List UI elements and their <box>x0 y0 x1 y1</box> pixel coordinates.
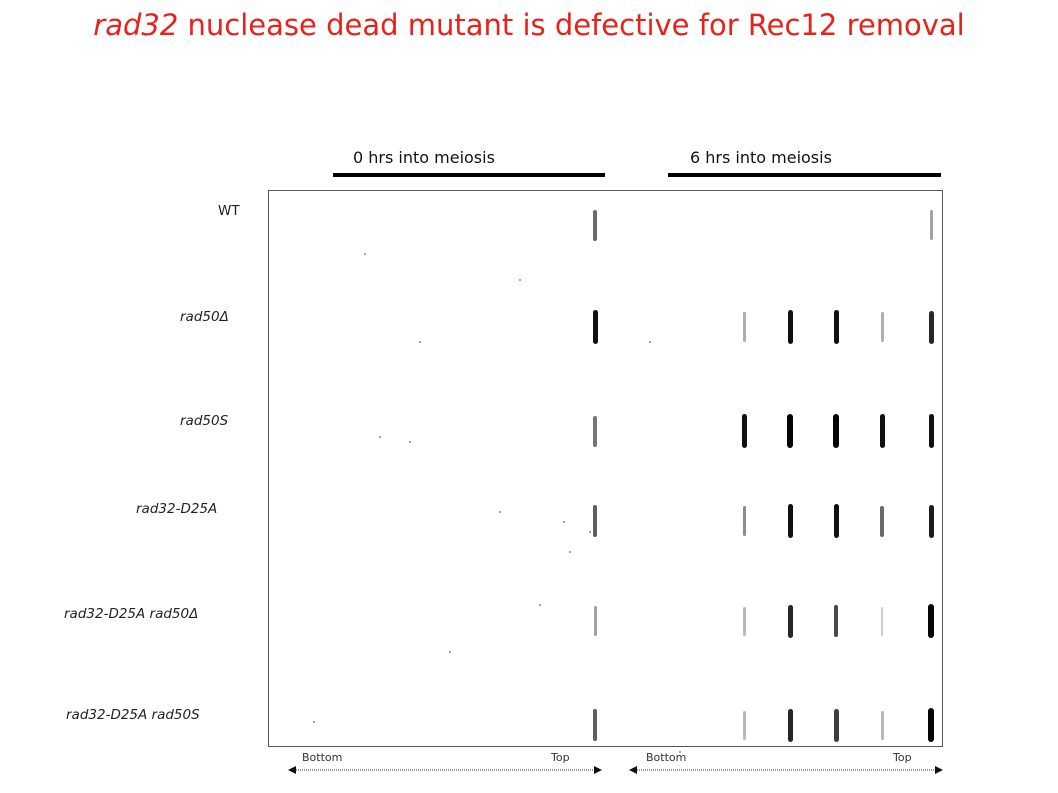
band-lane-6h-4-row-6 <box>880 710 884 740</box>
row-label-rad32-d25a: rad32-D25A <box>136 501 218 517</box>
film-speck <box>409 441 411 443</box>
axis-label-bottom-0h: Bottom <box>302 751 343 764</box>
double-arrow-6h <box>629 766 943 774</box>
band-lane-6h-top-row-3 <box>928 414 934 448</box>
double-arrow-0h <box>288 766 602 774</box>
row-label-rad32-d25a-rad50s: rad32-D25A rad50S <box>66 707 200 723</box>
figure-title: rad32 nuclease dead mutant is defective … <box>0 8 1058 42</box>
axis-label-top-6h: Top <box>893 751 912 764</box>
film-speck <box>419 341 421 343</box>
title-gene: rad32 <box>93 8 179 42</box>
band-lane-0h-top-row-4 <box>593 505 597 537</box>
band-lane-6h-top-row-2 <box>928 310 934 344</box>
axis-label-top-0h: Top <box>551 751 570 764</box>
condition-bar-0h <box>333 173 605 177</box>
band-lane-6h-2-row-2 <box>787 310 793 344</box>
band-lane-6h-1-row-2 <box>742 312 746 342</box>
band-lane-0h-top-row-6 <box>593 709 597 741</box>
band-lane-6h-3-row-4 <box>833 504 839 538</box>
band-lane-6h-top-row-1 <box>929 210 933 240</box>
condition-label-6h: 6 hrs into meiosis <box>690 148 832 167</box>
film-speck <box>364 253 366 255</box>
film-speck <box>539 604 541 606</box>
band-lane-6h-top-row-5 <box>928 604 934 638</box>
band-lane-6h-3-row-3 <box>833 414 839 448</box>
band-lane-6h-1-row-6 <box>742 710 746 740</box>
band-lane-6h-1-row-3 <box>741 414 747 448</box>
film-speck <box>589 531 591 533</box>
band-lane-0h-top-row-1 <box>593 209 597 241</box>
band-lane-6h-4-row-4 <box>880 505 884 537</box>
film-speck <box>449 651 451 653</box>
band-lane-0h-top-row-3 <box>593 415 597 447</box>
band-lane-6h-top-row-4 <box>928 504 934 538</box>
axis-label-bottom-6h: Bottom <box>646 751 687 764</box>
slot-blot-image <box>268 190 943 753</box>
band-lane-6h-top-row-6 <box>928 708 934 742</box>
band-lane-6h-2-row-6 <box>787 708 793 742</box>
band-lane-6h-4-row-3 <box>879 414 885 448</box>
row-label-rad50-delta: rad50Δ <box>180 309 229 325</box>
row-label-wt: WT <box>218 203 240 219</box>
band-lane-6h-1-row-4 <box>742 506 746 536</box>
band-lane-6h-1-row-5 <box>742 606 746 636</box>
band-lane-6h-2-row-3 <box>787 414 793 448</box>
band-lane-0h-top-row-2 <box>592 310 598 344</box>
row-label-rad50s: rad50S <box>180 413 229 429</box>
film-speck <box>519 279 521 281</box>
band-lane-6h-4-row-2 <box>880 312 884 342</box>
film-speck <box>679 751 681 753</box>
band-lane-6h-3-row-6 <box>833 708 839 742</box>
band-lane-6h-3-row-2 <box>833 310 839 344</box>
film-speck <box>313 721 315 723</box>
condition-label-0h: 0 hrs into meiosis <box>353 148 495 167</box>
film-speck <box>569 551 571 553</box>
film-speck <box>563 521 565 523</box>
band-lane-6h-2-row-5 <box>787 604 793 638</box>
title-rest: nuclease dead mutant is defective for Re… <box>178 8 965 42</box>
band-lane-6h-2-row-4 <box>787 504 793 538</box>
band-lane-0h-top-row-5 <box>593 606 597 636</box>
film-speck <box>499 511 501 513</box>
film-speck <box>379 436 381 438</box>
condition-bar-6h <box>668 173 941 177</box>
band-lane-6h-4-row-5 <box>881 606 883 636</box>
band-lane-6h-3-row-5 <box>834 605 838 637</box>
row-label-rad32-d25a-rad50-delta: rad32-D25A rad50Δ <box>64 606 199 622</box>
film-speck <box>649 341 651 343</box>
